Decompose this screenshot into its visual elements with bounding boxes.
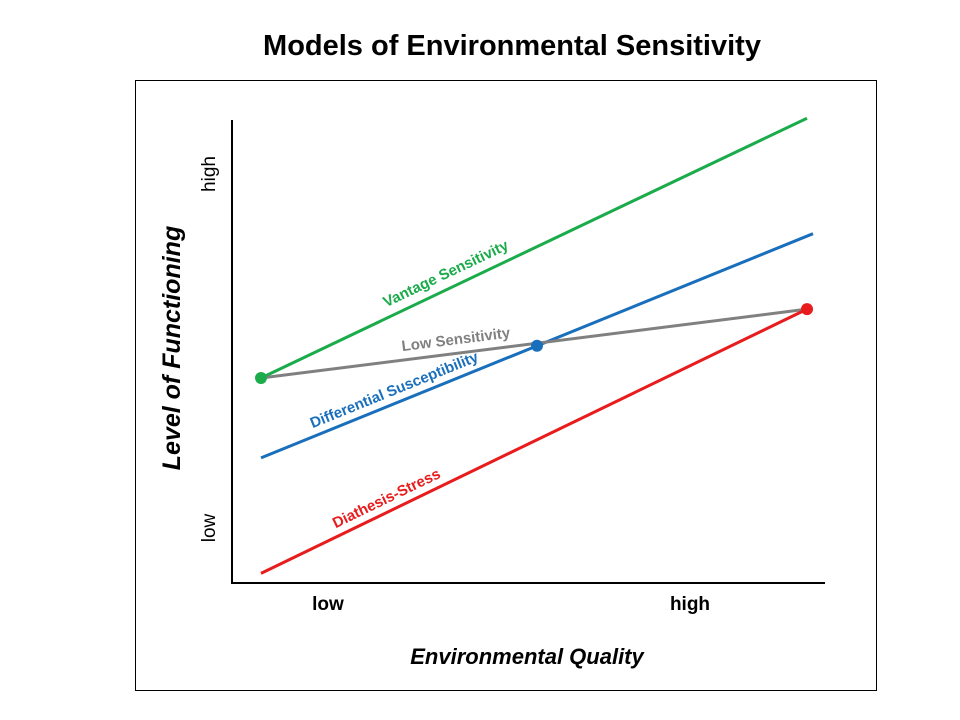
series-label-diathesis-stress: Diathesis-Stress — [330, 465, 443, 532]
y-tick-high: high — [199, 156, 220, 192]
series-line-vantage-sensitivity — [260, 116, 808, 380]
x-tick-low: low — [312, 594, 344, 615]
chart-title: Models of Environmental Sensitivity — [263, 30, 761, 62]
x-tick-high: high — [670, 594, 710, 615]
y-tick-low: low — [199, 513, 220, 542]
series-label-low-sensitivity: Low Sensitivity — [401, 324, 512, 355]
marker-diathesis-stress-end — [801, 303, 813, 316]
series-line-diathesis-stress — [260, 307, 808, 575]
marker-vantage-sensitivity-start — [255, 371, 267, 384]
marker-differential-susceptibility-crossover — [531, 339, 543, 352]
chart-frame — [135, 80, 877, 691]
series-label-vantage-sensitivity: Vantage Sensitivity — [380, 237, 511, 311]
x-axis-label: Environmental Quality — [410, 644, 645, 669]
y-axis-label: Level of Functioning — [158, 226, 186, 470]
